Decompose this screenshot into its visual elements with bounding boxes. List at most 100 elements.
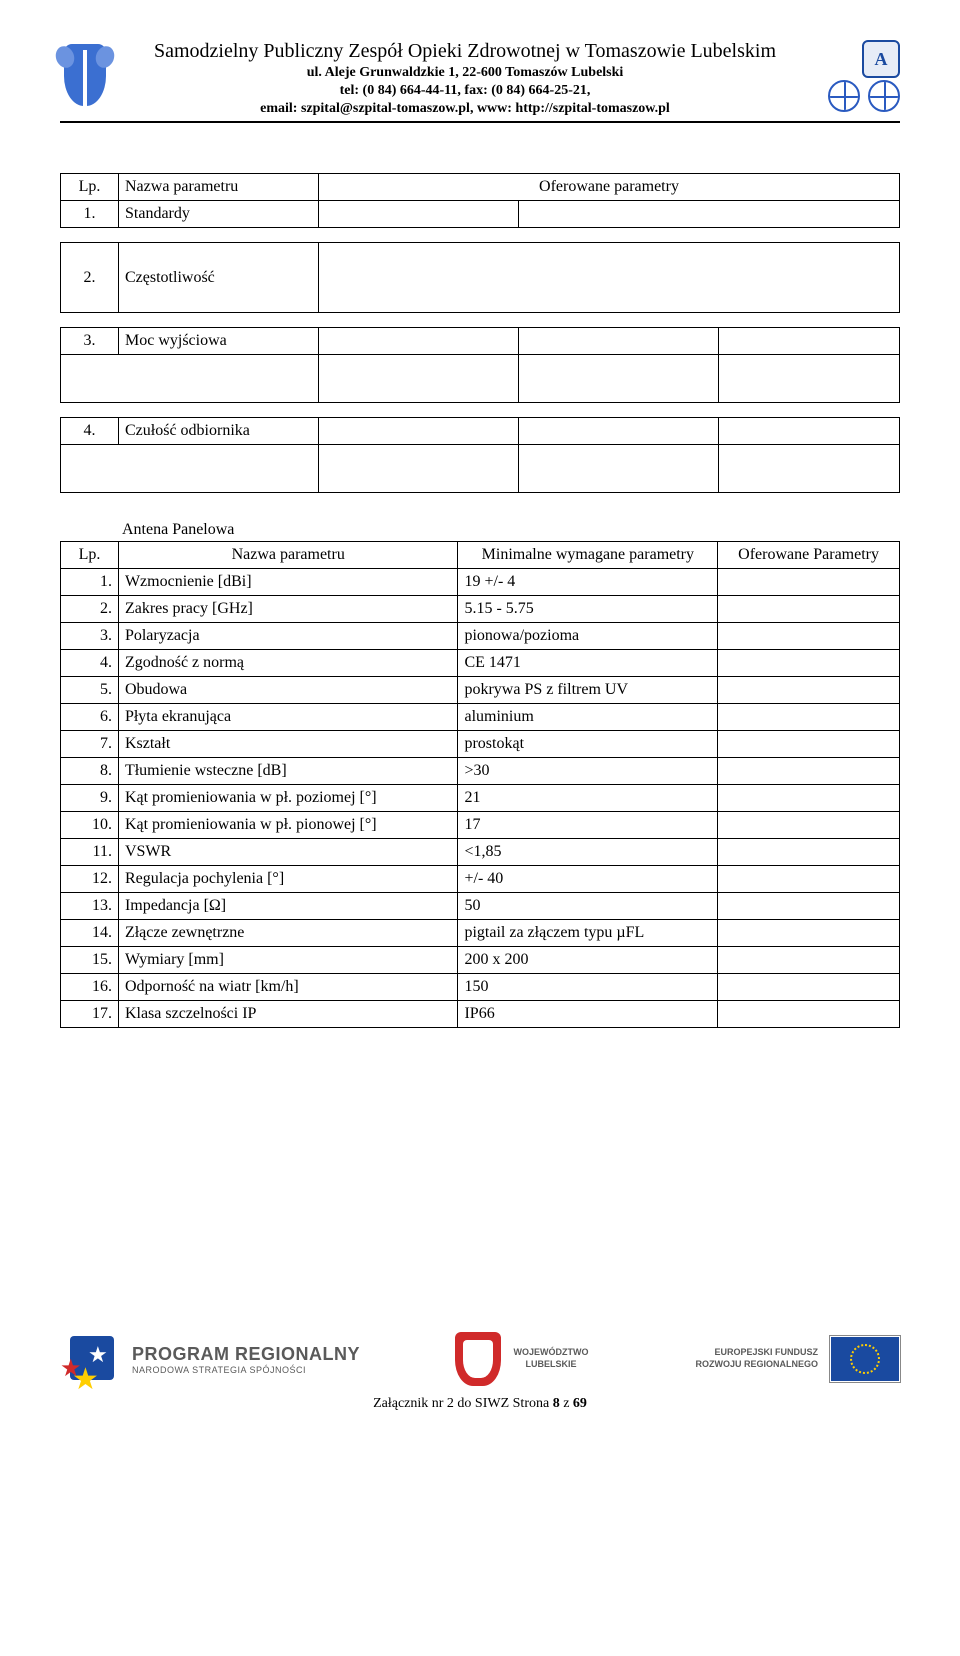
page-footer: ★ ★ ★ PROGRAM REGIONALNY NARODOWA STRATE…: [0, 1328, 960, 1412]
cell-name: Standardy: [119, 201, 319, 228]
cell-name: VSWR: [118, 839, 458, 866]
col-header-name: Nazwa parametru: [119, 174, 319, 201]
page-total: 69: [573, 1396, 587, 1411]
parameters-table-1c: 3. Moc wyjściowa: [60, 327, 900, 403]
parameters-table-1b: 2. Częstotliwość: [60, 242, 900, 313]
program-text: PROGRAM REGIONALNY NARODOWA STRATEGIA SP…: [132, 1344, 360, 1375]
program-line1: PROGRAM REGIONALNY: [132, 1344, 360, 1365]
cell-offered: [519, 418, 719, 445]
cell-min: <1,85: [458, 839, 718, 866]
cell-name: Moc wyjściowa: [119, 328, 319, 355]
page: A Samodzielny Publiczny Zespół Opieki Zd…: [0, 0, 960, 1058]
table-row: 14.Złącze zewnętrznepigtail za złączem t…: [61, 920, 900, 947]
table-row: 8.Tłumienie wsteczne [dB]>30: [61, 758, 900, 785]
cell-offered: [718, 785, 900, 812]
cell-min: CE 1471: [458, 650, 718, 677]
page-header: A Samodzielny Publiczny Zespół Opieki Zd…: [60, 40, 900, 123]
cell-lp: 6.: [61, 704, 119, 731]
woj-line2: LUBELSKIE: [513, 1359, 588, 1371]
cell-min: IP66: [458, 1001, 718, 1028]
parameters-table-1: Lp. Nazwa parametru Oferowane parametry …: [60, 173, 900, 228]
cell-name: Klasa szczelności IP: [118, 1001, 458, 1028]
cell-name: Kąt promieniowania w pł. pionowej [°]: [118, 812, 458, 839]
org-title: Samodzielny Publiczny Zespół Opieki Zdro…: [140, 40, 790, 63]
cell-name: Złącze zewnętrzne: [118, 920, 458, 947]
cell-offered: [718, 677, 900, 704]
cell-offered: [718, 974, 900, 1001]
table-row: 7.Kształtprostokąt: [61, 731, 900, 758]
cell-offered: [718, 569, 900, 596]
table-row: 9.Kąt promieniowania w pł. poziomej [°]2…: [61, 785, 900, 812]
cell-lp: 17.: [61, 1001, 119, 1028]
cell-min: 5.15 - 5.75: [458, 596, 718, 623]
cell-offered: [718, 650, 900, 677]
cell-lp: 15.: [61, 947, 119, 974]
eu-flag-icon: [830, 1336, 900, 1382]
page-number: Załącznik nr 2 do SIWZ Strona 8 z 69: [60, 1396, 900, 1412]
cell-lp: 10.: [61, 812, 119, 839]
cell-offered: [319, 445, 519, 493]
cell-min: +/- 40: [458, 866, 718, 893]
cell-offered: [718, 866, 900, 893]
page-middle: z: [560, 1396, 573, 1411]
cell-lp: 1.: [61, 201, 119, 228]
table-row: 16.Odporność na wiatr [km/h]150: [61, 974, 900, 1001]
cell-name: Wymiary [mm]: [118, 947, 458, 974]
cell-offered: [519, 445, 719, 493]
cell-name: Płyta ekranująca: [118, 704, 458, 731]
caduceus-icon: [60, 44, 110, 121]
cell-lp: 13.: [61, 893, 119, 920]
cell-name: Polaryzacja: [118, 623, 458, 650]
cell-offered: [718, 596, 900, 623]
section-title-antena: Antena Panelowa: [122, 521, 900, 539]
col-header-lp: Lp.: [61, 174, 119, 201]
page-num: 8: [553, 1396, 560, 1411]
cell-offered: [718, 623, 900, 650]
cell-name: Wzmocnienie [dBi]: [118, 569, 458, 596]
table-row: 2. Częstotliwość: [61, 243, 900, 313]
cell-offered: [719, 445, 900, 493]
cell-lp: 3.: [61, 328, 119, 355]
cell-offered: [718, 704, 900, 731]
cell-offered: [718, 920, 900, 947]
cell-offered: [519, 201, 900, 228]
cell-offered: [718, 1001, 900, 1028]
cell-offered: [319, 243, 900, 313]
table-row: [61, 355, 900, 403]
eu-line1: EUROPEJSKI FUNDUSZ: [695, 1347, 818, 1359]
cell-offered: [319, 418, 519, 445]
cell-min: prostokąt: [458, 731, 718, 758]
cell-offered: [519, 328, 719, 355]
table-row: 5.Obudowapokrywa PS z filtrem UV: [61, 677, 900, 704]
cell-lp: 5.: [61, 677, 119, 704]
antena-panelowa-table: Lp. Nazwa parametru Minimalne wymagane p…: [60, 541, 900, 1028]
cell-lp: 2.: [61, 596, 119, 623]
parameters-table-1d: 4. Czułość odbiornika: [60, 417, 900, 493]
cell-name: Tłumienie wsteczne [dB]: [118, 758, 458, 785]
cell-name: Obudowa: [118, 677, 458, 704]
cell-lp: 11.: [61, 839, 119, 866]
cell-name: Kąt promieniowania w pł. poziomej [°]: [118, 785, 458, 812]
cell-min: 200 x 200: [458, 947, 718, 974]
cell-lp: 9.: [61, 785, 119, 812]
cell-lp: 12.: [61, 866, 119, 893]
cell-offered: [719, 418, 900, 445]
cell-lp: 4.: [61, 418, 119, 445]
table-row: 1.Wzmocnienie [dBi]19 +/- 4: [61, 569, 900, 596]
cell-min: aluminium: [458, 704, 718, 731]
table-row: 3. Moc wyjściowa: [61, 328, 900, 355]
cell-name: Zgodność z normą: [118, 650, 458, 677]
lubelskie-coat-icon: [455, 1332, 501, 1386]
cell-name: Odporność na wiatr [km/h]: [118, 974, 458, 1001]
program-line2: NARODOWA STRATEGIA SPÓJNOŚCI: [132, 1365, 360, 1375]
table-row: 4. Czułość odbiornika: [61, 418, 900, 445]
cell-offered: [718, 731, 900, 758]
org-email-www: email: szpital@szpital-tomaszow.pl, www:…: [140, 101, 790, 117]
cell-min: 19 +/- 4: [458, 569, 718, 596]
cell-offered: [718, 812, 900, 839]
cell-blank: [61, 445, 319, 493]
cell-offered: [719, 328, 900, 355]
cell-lp: 2.: [61, 243, 119, 313]
table-row: 3.Polaryzacjapionowa/pozioma: [61, 623, 900, 650]
page-prefix: Załącznik nr 2 do SIWZ Strona: [373, 1396, 553, 1411]
